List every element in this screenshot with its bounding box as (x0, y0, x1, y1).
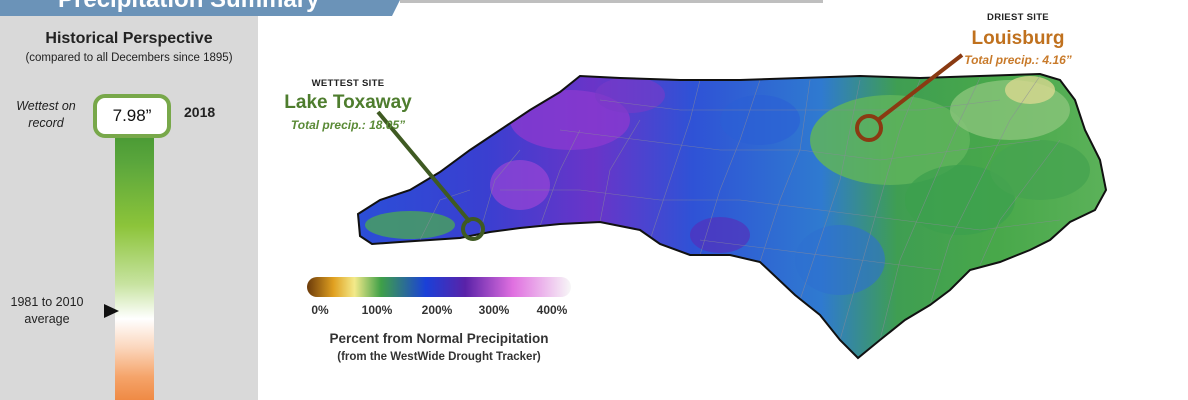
wettest-on-record-label: Wettest on record (16, 99, 76, 130)
wettest-site-tag: WETTEST SITE (311, 78, 385, 89)
legend-tick-100: 100% (361, 303, 393, 317)
historical-perspective-title: Historical Perspective (45, 30, 213, 47)
wettest-site-marker (461, 217, 485, 241)
legend-subtitle: (from the WestWide Drought Tracker) (337, 351, 541, 363)
driest-site-name: Louisburg (971, 28, 1065, 49)
precip-value-box: 7.98” (93, 94, 171, 138)
driest-leader-line (876, 53, 964, 122)
legend-tick-0: 0% (311, 303, 329, 317)
driest-site-marker (855, 114, 883, 142)
rank-scale-bar (115, 110, 154, 400)
nc-precipitation-map (307, 53, 1108, 360)
header-rule (400, 0, 823, 3)
historical-perspective-subtitle: (compared to all Decembers since 1895) (25, 52, 233, 64)
legend-tick-400: 400% (536, 303, 568, 317)
header-title: Precipitation Summary (58, 0, 319, 14)
legend-tick-200: 200% (421, 303, 453, 317)
legend-color-bar (307, 277, 571, 297)
average-label: 1981 to 2010 average (10, 295, 84, 326)
header-banner: Precipitation Summary (0, 0, 400, 16)
record-year-label: 2018 (184, 104, 216, 120)
wettest-site-total: Total precip.: 18.05” (290, 118, 406, 132)
driest-site-total: Total precip.: 4.16” (964, 53, 1072, 67)
legend-tick-300: 300% (478, 303, 510, 317)
average-arrow-icon (104, 304, 119, 318)
legend-title: Percent from Normal Precipitation (329, 331, 549, 346)
wettest-site-name: Lake Toxaway (284, 92, 412, 113)
wettest-leader-line (376, 110, 472, 224)
driest-site-tag: DRIEST SITE (987, 12, 1049, 23)
